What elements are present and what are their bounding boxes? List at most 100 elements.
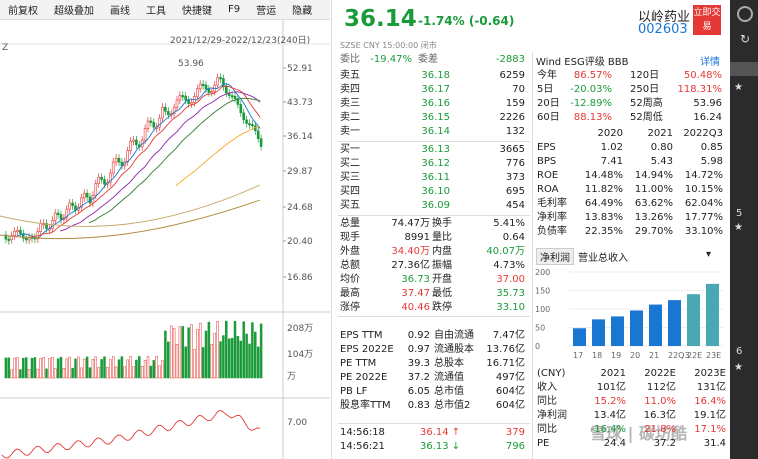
stat-label: 跌停 (432, 302, 452, 313)
stat-value: 4.73% (493, 260, 525, 271)
fund-label: EPS TTM (340, 330, 383, 341)
fund-value: 39.3 (407, 358, 430, 369)
candle-body (27, 236, 31, 241)
orderbook-divider (338, 141, 530, 142)
price-tick-label: 20.40 (287, 237, 313, 247)
stat-value: 40.46 (401, 302, 430, 313)
fund-value: 497亿 (495, 372, 525, 383)
candle-body (114, 157, 118, 163)
revenue-bar (687, 294, 700, 346)
candle-body (132, 139, 135, 142)
price-tick-label: 52.91 (287, 64, 313, 74)
volume-bar (245, 333, 248, 379)
bar-axis-tick: 0 (535, 342, 540, 351)
candle-body (216, 77, 219, 86)
tab-dropdown-icon[interactable]: ▾ (706, 249, 712, 260)
stat-label: 均价 (340, 274, 360, 285)
metric-value: 13.26% (634, 212, 673, 223)
forecast-header: 2023E (694, 368, 726, 379)
candle-body (109, 172, 112, 184)
toolbar-item-1[interactable]: 超级叠加 (54, 6, 94, 17)
weibi-value: -19.47% (370, 54, 412, 65)
metric-value: 14.48% (584, 170, 623, 181)
fund-label: 流通值 (434, 372, 464, 383)
market-status-line: SZSE CNY 15:00:00 闭市 (340, 40, 437, 51)
strip-label-5: 5 (736, 208, 743, 219)
ask-label: 卖四 (340, 84, 360, 95)
toolbar-item-4[interactable]: 快捷键 (182, 6, 212, 17)
current-price: 36.14 (344, 6, 417, 32)
fund-value: 0.92 (407, 330, 430, 341)
wind-panel-divider (532, 52, 533, 459)
watermark: 雪球 | 碳坊酷 (590, 424, 687, 443)
stat-label: 振幅 (432, 260, 452, 271)
toolbar-item-5[interactable]: F9 (228, 4, 241, 15)
forecast-value: 16.3亿 (643, 410, 676, 421)
toolbar-item-2[interactable]: 画线 (110, 6, 130, 17)
forecast-value: 13.4亿 (593, 410, 626, 421)
esg-rating: Wind ESG评级 BBB (536, 57, 629, 68)
user-avatar-icon[interactable] (737, 6, 753, 22)
stat-label: 现手 (340, 232, 360, 243)
metric-value: 63.62% (634, 198, 673, 209)
toolbar-item-6[interactable]: 营运 (256, 6, 277, 17)
volume-bar (143, 359, 147, 379)
volume-bar (239, 340, 243, 379)
toolbar-item-0[interactable]: 前复权 (8, 6, 38, 17)
chart-range-label: 2021/12/29-2022/12/23(240日) (170, 35, 310, 46)
volume-bar (126, 359, 129, 379)
volume-bar (254, 331, 257, 379)
fund-value: 0.97 (407, 344, 430, 355)
bid-volume: 454 (505, 200, 525, 211)
volume-tick-label: 万 (287, 372, 296, 382)
candle-body (19, 229, 22, 234)
strip-tab[interactable] (730, 62, 758, 76)
fund-label: 自由流通 (434, 330, 474, 341)
esg-detail-link[interactable]: 详情 (700, 57, 720, 68)
bar-x-label: 20 (630, 351, 640, 360)
tab-revenue[interactable]: 营业总收入 (578, 253, 628, 264)
toolbar-item-3[interactable]: 工具 (146, 6, 166, 17)
bid-price: 36.12 (421, 158, 450, 169)
weicha-label: 委差 (418, 54, 438, 65)
return-label: 20日 (537, 98, 560, 109)
candle-body (71, 202, 74, 207)
volume-bar (233, 320, 237, 379)
trade-now-button[interactable]: 立即交易 (693, 5, 721, 35)
return-label: 60日 (537, 112, 560, 123)
return-label: 今年 (537, 70, 557, 81)
tab-net-profit[interactable]: 净利润 (536, 248, 574, 265)
metric-value: 11.00% (634, 184, 673, 195)
volume-bar (53, 368, 57, 379)
candle-body (59, 214, 63, 220)
forecast-value: 131亿 (696, 382, 726, 393)
candle-body (45, 223, 48, 229)
stat-value: 37.47 (401, 288, 430, 299)
candle-body (161, 106, 164, 119)
refresh-icon[interactable]: ↻ (740, 32, 751, 46)
volume-bar (94, 356, 98, 379)
volume-bar (77, 356, 80, 379)
bar-axis-tick: 200 (535, 268, 550, 277)
volume-tick-label: 104万 (287, 350, 313, 360)
stat-label: 最高 (340, 288, 360, 299)
volume-bar (158, 365, 161, 379)
kline-chart[interactable]: 2021/12/29-2022/12/23(240日) Z 52.91 43.73… (0, 20, 330, 459)
toolbar-item-7[interactable]: 隐藏 (292, 6, 313, 17)
forecast-row-name: 同比 (537, 396, 557, 407)
candle-body (184, 95, 187, 101)
volume-bar (16, 357, 19, 379)
metric-value: 33.10% (684, 226, 723, 237)
stock-name: 以岭药业 (638, 10, 691, 25)
metric-value: 14.94% (634, 170, 673, 181)
indicator-tick-label: 7.00 (287, 418, 307, 428)
bid-volume: 3665 (499, 144, 525, 155)
stat-value: 27.36亿 (391, 260, 430, 271)
volume-bar (248, 343, 251, 379)
volume-bar (65, 358, 69, 379)
metric-value: 14.72% (684, 170, 723, 181)
weicha-value: -2883 (495, 54, 525, 65)
forecast-value: 11.0% (644, 396, 676, 407)
fund-label: EPS 2022E (340, 344, 394, 355)
candle-body (100, 176, 103, 180)
